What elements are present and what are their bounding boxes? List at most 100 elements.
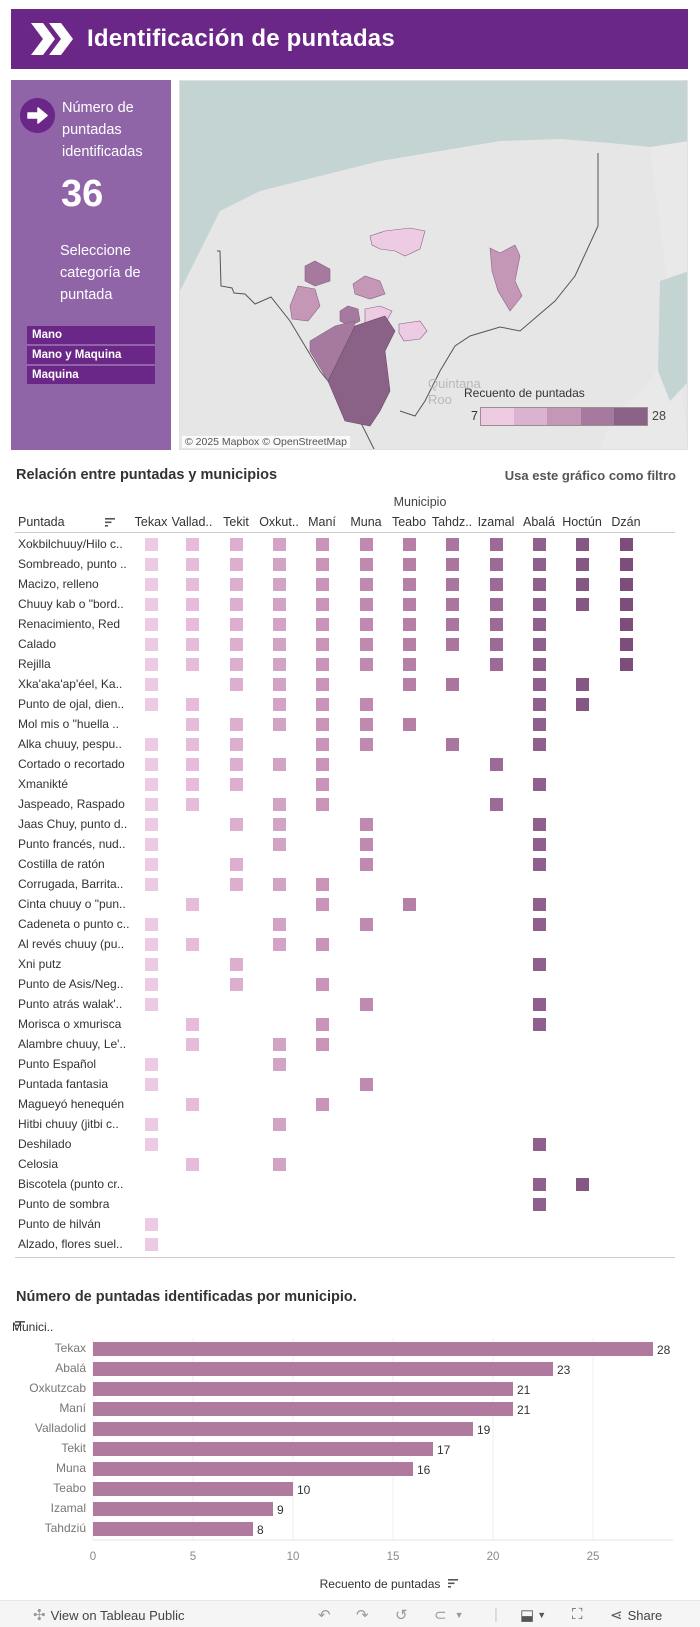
matrix-cell[interactable] xyxy=(533,778,546,791)
matrix-cell[interactable] xyxy=(230,578,243,591)
stitch-name[interactable]: Punto de Asis/Neg.. xyxy=(18,977,133,991)
matrix-cell[interactable] xyxy=(230,858,243,871)
matrix-cell[interactable] xyxy=(533,918,546,931)
matrix-cell[interactable] xyxy=(533,538,546,551)
matrix-cell[interactable] xyxy=(360,578,373,591)
matrix-cell[interactable] xyxy=(360,718,373,731)
matrix-cell[interactable] xyxy=(316,618,329,631)
matrix-cell[interactable] xyxy=(145,858,158,871)
matrix-cell[interactable] xyxy=(533,898,546,911)
matrix-cell[interactable] xyxy=(316,718,329,731)
matrix-cell[interactable] xyxy=(576,1178,589,1191)
matrix-cell[interactable] xyxy=(316,898,329,911)
matrix-cell[interactable] xyxy=(273,1038,286,1051)
matrix-row[interactable]: Punto atrás walak'.. xyxy=(15,995,675,1015)
bar-chart-canvas[interactable]: 0510152025Tekax28Abalá23Oxkutzcab21Maní2… xyxy=(0,1310,700,1590)
matrix-cell[interactable] xyxy=(145,1218,158,1231)
stitch-name[interactable]: Jaspeado, Raspado xyxy=(18,797,133,811)
matrix-cell[interactable] xyxy=(186,658,199,671)
matrix-cell[interactable] xyxy=(273,658,286,671)
matrix-cell[interactable] xyxy=(403,558,416,571)
column-header[interactable]: Dzán xyxy=(603,515,649,529)
matrix-cell[interactable] xyxy=(360,918,373,931)
matrix-cell[interactable] xyxy=(403,618,416,631)
matrix-cell[interactable] xyxy=(316,1098,329,1111)
matrix-cell[interactable] xyxy=(145,638,158,651)
matrix-cell[interactable] xyxy=(533,1138,546,1151)
stitch-name[interactable]: Deshilado xyxy=(18,1137,133,1151)
stitch-name[interactable]: Magueyó henequén xyxy=(18,1097,133,1111)
matrix-cell[interactable] xyxy=(533,1178,546,1191)
matrix-cell[interactable] xyxy=(186,698,199,711)
matrix-cell[interactable] xyxy=(186,778,199,791)
matrix-row[interactable]: Renacimiento, Red xyxy=(15,615,675,635)
matrix-cell[interactable] xyxy=(273,938,286,951)
matrix-cell[interactable] xyxy=(316,658,329,671)
matrix-cell[interactable] xyxy=(316,978,329,991)
matrix-cell[interactable] xyxy=(360,818,373,831)
matrix-cell[interactable] xyxy=(145,958,158,971)
share-button[interactable]: ⋖ Share xyxy=(610,1606,662,1624)
matrix-cell[interactable] xyxy=(576,698,589,711)
bar[interactable] xyxy=(93,1362,553,1376)
bar[interactable] xyxy=(93,1482,293,1496)
matrix-row[interactable]: Puntada fantasia xyxy=(15,1075,675,1095)
matrix-cell[interactable] xyxy=(145,818,158,831)
matrix-cell[interactable] xyxy=(403,898,416,911)
matrix-row[interactable]: Alambre chuuy, Le'.. xyxy=(15,1035,675,1055)
matrix-cell[interactable] xyxy=(620,618,633,631)
matrix-cell[interactable] xyxy=(186,538,199,551)
matrix-cell[interactable] xyxy=(186,758,199,771)
matrix-cell[interactable] xyxy=(316,1018,329,1031)
matrix-cell[interactable] xyxy=(403,678,416,691)
matrix-cell[interactable] xyxy=(273,638,286,651)
matrix-cell[interactable] xyxy=(490,758,503,771)
matrix-cell[interactable] xyxy=(316,558,329,571)
matrix-row[interactable]: Magueyó henequén xyxy=(15,1095,675,1115)
category-filter-mano[interactable]: Mano xyxy=(27,326,155,344)
matrix-cell[interactable] xyxy=(360,638,373,651)
matrix-cell[interactable] xyxy=(360,1078,373,1091)
matrix-cell[interactable] xyxy=(403,718,416,731)
matrix-cell[interactable] xyxy=(576,558,589,571)
matrix-cell[interactable] xyxy=(186,578,199,591)
matrix-row[interactable]: Jaas Chuy, punto d.. xyxy=(15,815,675,835)
matrix-cell[interactable] xyxy=(230,658,243,671)
matrix-row[interactable]: Xokbilchuuy/Hilo c.. xyxy=(15,535,675,555)
matrix-cell[interactable] xyxy=(186,718,199,731)
matrix-cell[interactable] xyxy=(145,698,158,711)
matrix-cell[interactable] xyxy=(230,758,243,771)
matrix-cell[interactable] xyxy=(145,678,158,691)
refresh-button[interactable]: ⊂ ▼ xyxy=(434,1606,464,1624)
stitch-name[interactable]: Cinta chuuy o "pun.. xyxy=(18,897,133,911)
matrix-cell[interactable] xyxy=(145,1058,158,1071)
matrix-cell[interactable] xyxy=(533,578,546,591)
matrix-cell[interactable] xyxy=(230,598,243,611)
matrix-cell[interactable] xyxy=(360,558,373,571)
view-on-tableau-public-link[interactable]: ✣ View on Tableau Public xyxy=(33,1606,185,1624)
matrix-cell[interactable] xyxy=(316,778,329,791)
bar-chart[interactable]: Munici.. 0510152025Tekax28Abalá23Oxkutzc… xyxy=(0,1310,700,1590)
matrix-cell[interactable] xyxy=(316,698,329,711)
matrix-row[interactable]: Jaspeado, Raspado xyxy=(15,795,675,815)
matrix-cell[interactable] xyxy=(360,998,373,1011)
matrix-cell[interactable] xyxy=(533,998,546,1011)
matrix-cell[interactable] xyxy=(316,638,329,651)
stitch-name[interactable]: Xmanikté xyxy=(18,777,133,791)
bar[interactable] xyxy=(93,1502,273,1516)
matrix-cell[interactable] xyxy=(533,1018,546,1031)
matrix-row[interactable]: Mol mis o "huella .. xyxy=(15,715,675,735)
stitch-name[interactable]: Macizo, relleno xyxy=(18,577,133,591)
stitch-name[interactable]: Biscotela (punto cr.. xyxy=(18,1177,133,1191)
matrix-cell[interactable] xyxy=(186,938,199,951)
matrix-cell[interactable] xyxy=(186,638,199,651)
matrix-cell[interactable] xyxy=(273,558,286,571)
bar[interactable] xyxy=(93,1442,433,1456)
matrix-row[interactable]: Cinta chuuy o "pun.. xyxy=(15,895,675,915)
matrix-cell[interactable] xyxy=(316,758,329,771)
matrix-cell[interactable] xyxy=(490,658,503,671)
matrix-cell[interactable] xyxy=(273,718,286,731)
column-header[interactable]: Maní xyxy=(299,515,345,529)
matrix-cell[interactable] xyxy=(403,578,416,591)
category-filter-mano-y-maquina[interactable]: Mano y Maquina xyxy=(27,346,155,364)
